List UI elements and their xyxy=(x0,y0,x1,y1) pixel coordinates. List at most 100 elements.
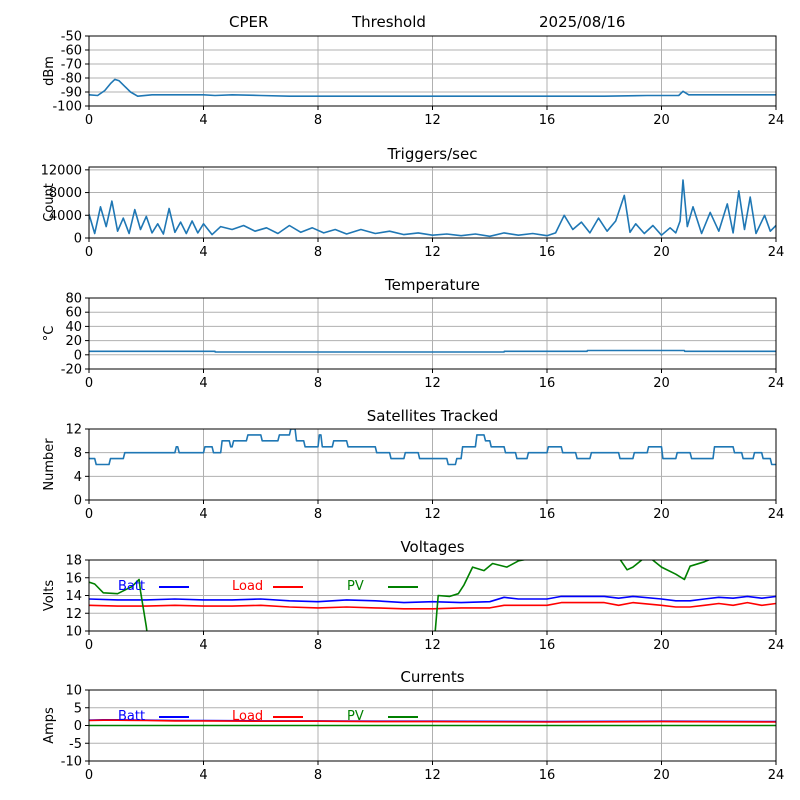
x-tick-label: 4 xyxy=(199,376,207,391)
chart-title: Satellites Tracked xyxy=(367,407,498,425)
x-tick-label: 0 xyxy=(85,376,93,391)
y-tick-label: 0 xyxy=(74,719,82,734)
y-tick-label: 5 xyxy=(74,701,82,716)
y-axis-label: °C xyxy=(42,326,57,342)
y-tick-label: -70 xyxy=(61,58,82,73)
x-tick-label: 8 xyxy=(314,245,322,260)
x-tick-label: 12 xyxy=(424,638,441,653)
y-tick-label: -10 xyxy=(61,755,82,770)
y-tick-label: 0 xyxy=(74,494,82,509)
legend-label-load: Load xyxy=(232,709,263,724)
x-tick-label: 24 xyxy=(768,245,785,260)
series-line-load xyxy=(89,719,776,723)
y-tick-label: -20 xyxy=(61,363,82,378)
x-tick-label: 12 xyxy=(424,507,441,522)
header-date: 2025/08/16 xyxy=(539,13,625,31)
x-tick-label: 0 xyxy=(85,638,93,653)
x-tick-label: 16 xyxy=(539,376,556,391)
legend-label-load: Load xyxy=(232,579,263,594)
chart-panel-1: 0 4 8 12 16 20 24 -100-90-80-70-60-50 dBm xyxy=(42,30,784,129)
series-line-pv xyxy=(89,560,711,631)
legend-label-batt: Batt xyxy=(118,709,145,724)
y-tick-label: -50 xyxy=(61,30,82,45)
chart-title: Voltages xyxy=(400,538,464,556)
x-tick-label: 8 xyxy=(314,638,322,653)
x-tick-label: 20 xyxy=(653,245,670,260)
header-station: CPER xyxy=(229,13,268,31)
chart-title: Currents xyxy=(400,668,464,686)
x-tick-label: 24 xyxy=(768,507,785,522)
x-tick-label: 4 xyxy=(199,113,207,128)
series-line-load xyxy=(89,601,776,610)
x-tick-label: 12 xyxy=(424,113,441,128)
series-line-data xyxy=(89,78,776,97)
x-tick-label: 16 xyxy=(539,507,556,522)
y-tick-label: 60 xyxy=(65,306,82,321)
y-tick-label: 8 xyxy=(74,446,82,461)
y-tick-label: 20 xyxy=(65,334,82,349)
chart-panel-6: 0 4 8 12 16 20 24 -10 -5 0 5 10 Currents Amps Batt Load… xyxy=(42,668,784,783)
y-tick-label: 10 xyxy=(65,684,82,699)
y-tick-label: 16 xyxy=(65,571,82,586)
y-tick-label: 0 xyxy=(74,348,82,363)
x-tick-label: 24 xyxy=(768,113,785,128)
y-tick-label: 10 xyxy=(65,625,82,640)
y-tick-label: 12000 xyxy=(41,163,82,178)
x-tick-label: 8 xyxy=(314,768,322,783)
x-tick-label: 8 xyxy=(314,507,322,522)
series-line-data xyxy=(89,179,776,238)
x-tick-label: 24 xyxy=(768,638,785,653)
y-tick-label: 8000 xyxy=(49,186,82,201)
legend-label-pv: PV xyxy=(347,579,364,594)
legend-label-pv: PV xyxy=(347,709,364,724)
x-tick-label: 24 xyxy=(768,768,785,783)
chart-panel-2: 0 4 8 12 16 20 24 0 4000 8000 12000 Triggers/sec Cou… xyxy=(41,145,785,260)
x-tick-label: 20 xyxy=(653,768,670,783)
x-tick-label: 12 xyxy=(424,376,441,391)
x-tick-label: 4 xyxy=(199,638,207,653)
chart-panel-5: 0 4 8 12 16 20 24 10 12 14 16 18 Voltages Volts Batt Lo… xyxy=(42,538,784,653)
x-tick-label: 0 xyxy=(85,245,93,260)
y-tick-label: -80 xyxy=(61,72,82,87)
y-tick-label: 4000 xyxy=(49,209,82,224)
x-tick-label: 16 xyxy=(539,768,556,783)
y-tick-label: 4 xyxy=(74,470,82,485)
x-tick-label: 0 xyxy=(85,768,93,783)
x-tick-label: 0 xyxy=(85,507,93,522)
x-tick-label: 12 xyxy=(424,768,441,783)
header-mode: Threshold xyxy=(351,13,426,31)
x-tick-label: 0 xyxy=(85,113,93,128)
x-tick-label: 16 xyxy=(539,113,556,128)
x-tick-label: 12 xyxy=(424,245,441,260)
y-tick-label: 12 xyxy=(65,607,82,622)
y-tick-label: -5 xyxy=(69,737,82,752)
y-tick-label: 12 xyxy=(65,423,82,438)
y-tick-label: 40 xyxy=(65,320,82,335)
y-axis-label: Number xyxy=(42,438,57,491)
chart-title: Temperature xyxy=(384,276,480,294)
series-line-batt xyxy=(89,595,776,604)
y-axis-label: dBm xyxy=(42,56,57,86)
y-tick-label: 80 xyxy=(65,292,82,307)
series-line-data xyxy=(89,429,776,466)
x-tick-label: 20 xyxy=(653,113,670,128)
x-tick-label: 16 xyxy=(539,638,556,653)
y-axis-label: Count xyxy=(42,183,57,222)
y-axis-label: Volts xyxy=(42,580,57,612)
chart-panel-4: 0 4 8 12 16 20 24 0 4 8 12 Satellites Tracked Number xyxy=(42,407,784,522)
y-axis-label: Amps xyxy=(42,707,57,744)
x-tick-label: 20 xyxy=(653,507,670,522)
x-tick-label: 20 xyxy=(653,638,670,653)
x-tick-label: 20 xyxy=(653,376,670,391)
y-tick-label: -60 xyxy=(61,44,82,59)
chart-title: Triggers/sec xyxy=(387,145,478,163)
x-tick-label: 8 xyxy=(314,113,322,128)
y-tick-label: 18 xyxy=(65,554,82,569)
legend-label-batt: Batt xyxy=(118,579,145,594)
y-tick-label: -90 xyxy=(61,86,82,101)
y-tick-label: 0 xyxy=(74,232,82,247)
x-tick-label: 4 xyxy=(199,245,207,260)
